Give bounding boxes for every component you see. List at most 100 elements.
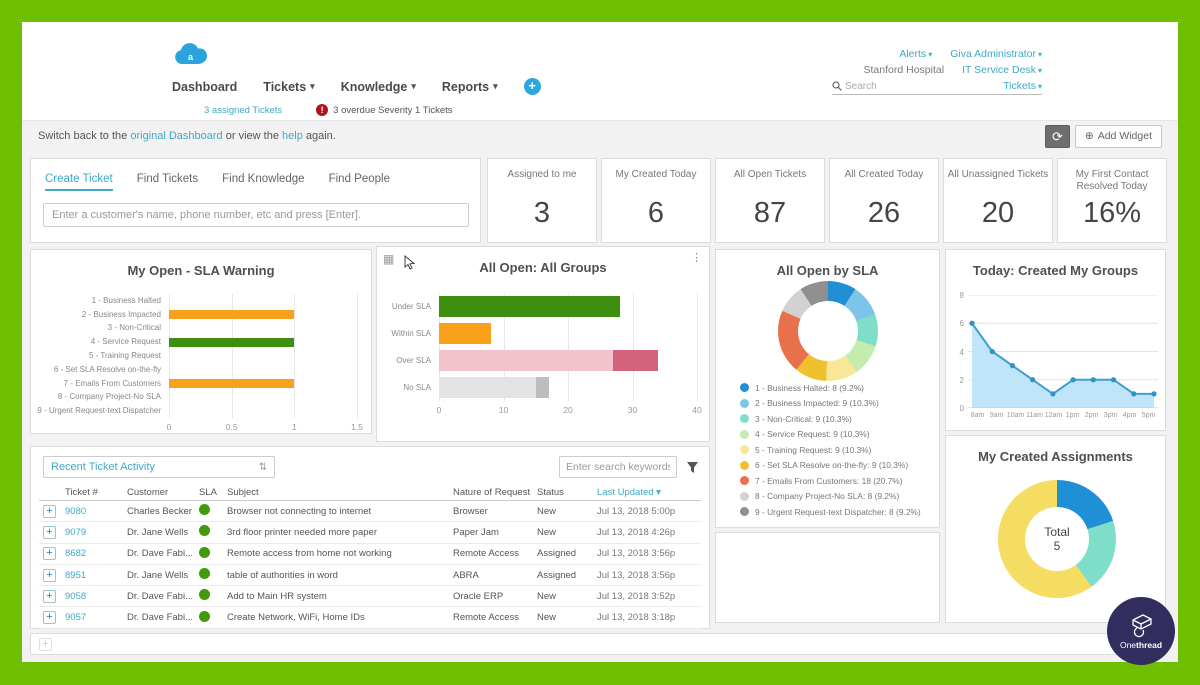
table-row[interactable]: +9058 Dr. Dave Fabi... Add to Main HR syst… <box>39 586 701 608</box>
axis-tick-label: 20 <box>563 405 573 415</box>
updated-cell: Jul 13, 2018 5:00p <box>597 505 676 517</box>
expand-row-button[interactable]: + <box>43 525 56 539</box>
tab-find-knowledge[interactable]: Find Knowledge <box>222 173 305 185</box>
expand-row-button[interactable]: + <box>43 547 56 561</box>
nav-item-reports[interactable]: Reports ▾ <box>442 80 498 94</box>
legend-item[interactable]: 8 - Company Project-No SLA: 8 (9.2%) <box>740 489 921 505</box>
legend-item[interactable]: 3 - Non-Critical: 9 (10.3%) <box>740 411 921 427</box>
service-desk-menu[interactable]: IT Service Desk ▾ <box>962 64 1042 76</box>
table-row[interactable]: +9079 Dr. Jane Wells 3rd floor printer nee… <box>39 522 701 544</box>
nav-item-tickets[interactable]: Tickets ▾ <box>263 80 314 94</box>
column-header-nature-of-request[interactable]: Nature of Request <box>453 487 531 498</box>
table-row[interactable]: +8682 Dr. Dave Fabi... Remote access from … <box>39 544 701 565</box>
legend-item[interactable]: 1 - Business Halted: 8 (9.2%) <box>740 380 921 396</box>
ticket-number-link[interactable]: 8951 <box>65 569 87 581</box>
cloud-icon: a <box>175 43 208 64</box>
updated-cell: Jul 13, 2018 3:56p <box>597 548 676 560</box>
bar[interactable] <box>169 379 295 389</box>
table-row[interactable]: +8951 Dr. Jane Wells table of authorities … <box>39 565 701 587</box>
axis-tick-label: 1 <box>291 422 297 432</box>
x-axis-tick-label: 2pm <box>1084 412 1099 419</box>
subject-cell: 3rd floor printer needed more paper <box>227 526 377 538</box>
legend-item[interactable]: 5 - Training Request: 9 (10.3%) <box>740 442 921 458</box>
refresh-button[interactable]: ⟳ <box>1044 125 1070 148</box>
expand-row-button[interactable]: + <box>43 589 56 603</box>
new-ticket-button[interactable]: + <box>523 78 541 95</box>
legend-item[interactable]: 4 - Service Request: 9 (10.3%) <box>740 427 921 443</box>
gridline <box>632 293 634 401</box>
expand-icon[interactable]: + <box>39 638 52 651</box>
table-row[interactable]: +9080 Charles Becker Browser not connectin… <box>39 501 701 523</box>
tab-find-tickets[interactable]: Find Tickets <box>136 173 199 185</box>
original-dashboard-link[interactable]: original Dashboard <box>130 130 223 142</box>
filter-icon[interactable] <box>686 461 699 474</box>
table-search-input[interactable] <box>559 456 677 478</box>
mouse-cursor-icon <box>404 254 416 276</box>
legend-item[interactable]: 2 - Business Impacted: 9 (10.3%) <box>740 396 921 412</box>
legend-item[interactable]: 7 - Emails From Customers: 18 (20.7%) <box>740 473 921 489</box>
stat-card[interactable]: All Created Today 26 <box>829 158 939 243</box>
sla-status-dot <box>199 589 210 601</box>
stat-card[interactable]: Assigned to me 3 <box>487 158 597 243</box>
column-header-ticket-[interactable]: Ticket # <box>65 487 98 498</box>
table-row[interactable]: +9057 Dr. Dave Fabi... Create Network, WiF… <box>39 607 701 629</box>
bar-category-label: 9 - Urgent Request-text Dispatcher <box>37 406 161 416</box>
ticket-number-link[interactable]: 8682 <box>65 548 87 560</box>
nav-item-dashboard[interactable]: Dashboard <box>172 80 237 94</box>
legend-item[interactable]: 6 - Set SLA Resolve on-the-fly: 9 (10.3%… <box>740 458 921 474</box>
tab-create-ticket[interactable]: Create Ticket <box>45 173 113 191</box>
user-menu[interactable]: Giva Administrator ▾ <box>950 48 1042 60</box>
bar[interactable] <box>535 377 549 398</box>
expand-row-button[interactable]: + <box>43 504 56 518</box>
stat-card[interactable]: My Created Today 6 <box>601 158 711 243</box>
column-header-sla[interactable]: SLA <box>199 487 217 498</box>
widget-menu-icon[interactable]: ⋮ <box>691 252 702 264</box>
bar[interactable] <box>169 310 295 320</box>
report-selector-dropdown[interactable]: Recent Ticket Activity ⇅ <box>43 456 275 478</box>
overdue-tickets[interactable]: ! 3 overdue Severity 1 Tickets <box>316 104 453 116</box>
search-input[interactable] <box>845 80 915 92</box>
bar[interactable] <box>613 350 659 371</box>
giva-cloud-logo[interactable]: a <box>172 40 212 70</box>
updated-cell: Jul 13, 2018 3:56p <box>597 569 676 581</box>
ticket-number-link[interactable]: 9058 <box>65 590 87 602</box>
ticket-number-link[interactable]: 9080 <box>65 505 87 517</box>
stat-card[interactable]: All Open Tickets 87 <box>715 158 825 243</box>
assigned-tickets-link[interactable]: 3 assigned Tickets <box>204 104 283 116</box>
axis-tick-label: 1.5 <box>351 422 363 432</box>
column-header-subject[interactable]: Subject <box>227 487 259 498</box>
customer-lookup-input[interactable] <box>43 203 469 227</box>
gridline <box>568 293 569 401</box>
legend-item[interactable]: 9 - Urgent Request-text Dispatcher: 8 (9… <box>740 504 921 520</box>
search-scope-menu[interactable]: Tickets ▾ <box>1003 80 1042 92</box>
legend-dot <box>740 414 749 424</box>
chevron-down-icon: ▾ <box>310 81 315 91</box>
nav-item-knowledge[interactable]: Knowledge ▾ <box>341 80 416 94</box>
bar[interactable] <box>439 377 536 398</box>
sla-status-dot <box>199 568 210 580</box>
column-header-status[interactable]: Status <box>537 487 564 498</box>
widget-grid-icon[interactable]: ▦ <box>383 252 395 266</box>
bar[interactable] <box>439 296 620 317</box>
chevron-down-icon: ▾ <box>1037 82 1042 91</box>
stat-card[interactable]: All Unassigned Tickets 20 <box>943 158 1053 243</box>
onethread-logo-icon <box>1132 614 1152 638</box>
column-header-customer[interactable]: Customer <box>127 487 169 498</box>
status-cell: New <box>537 526 557 538</box>
bar[interactable] <box>169 337 295 347</box>
column-header-last-updated[interactable]: Last Updated ▾ <box>597 487 661 498</box>
expand-row-button[interactable]: + <box>43 611 56 625</box>
donut-hole <box>798 301 858 361</box>
stat-card[interactable]: My First Contact Resolved Today 16% <box>1057 158 1167 243</box>
help-link[interactable]: help <box>282 130 303 142</box>
sla-status-dot <box>199 504 210 516</box>
bar[interactable] <box>439 350 614 371</box>
tab-find-people[interactable]: Find People <box>328 173 390 185</box>
ticket-number-link[interactable]: 9079 <box>65 526 87 538</box>
ticket-number-link[interactable]: 9057 <box>65 612 87 624</box>
widget-my-created-assignments: My Created Assignments Total 5 <box>945 435 1166 623</box>
expand-row-button[interactable]: + <box>43 568 56 582</box>
alerts-menu[interactable]: Alerts ▾ <box>899 48 933 60</box>
bar[interactable] <box>439 323 491 344</box>
add-widget-button[interactable]: ⊕ Add Widget <box>1074 125 1162 148</box>
